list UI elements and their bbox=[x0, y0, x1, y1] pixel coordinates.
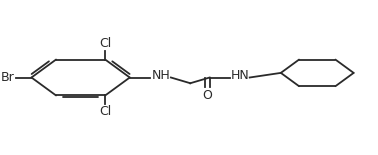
Text: O: O bbox=[203, 89, 212, 102]
Text: Cl: Cl bbox=[99, 37, 111, 50]
Text: Br: Br bbox=[1, 71, 15, 84]
Text: NH: NH bbox=[152, 69, 170, 82]
Text: Cl: Cl bbox=[99, 105, 111, 118]
Text: HN: HN bbox=[231, 69, 250, 82]
